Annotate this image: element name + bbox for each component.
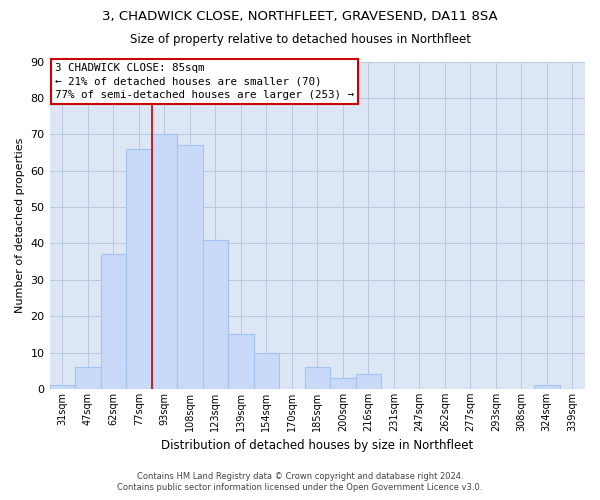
Bar [254, 352, 279, 389]
X-axis label: Distribution of detached houses by size in Northfleet: Distribution of detached houses by size … [161, 440, 473, 452]
Bar [330, 378, 356, 389]
Bar [152, 134, 177, 389]
Text: 3 CHADWICK CLOSE: 85sqm
← 21% of detached houses are smaller (70)
77% of semi-de: 3 CHADWICK CLOSE: 85sqm ← 21% of detache… [55, 63, 354, 100]
Bar [50, 386, 75, 389]
Text: 3, CHADWICK CLOSE, NORTHFLEET, GRAVESEND, DA11 8SA: 3, CHADWICK CLOSE, NORTHFLEET, GRAVESEND… [102, 10, 498, 23]
Bar [75, 367, 101, 389]
Bar [177, 145, 203, 389]
Bar [203, 240, 228, 389]
Bar [305, 367, 330, 389]
Text: Contains HM Land Registry data © Crown copyright and database right 2024.
Contai: Contains HM Land Registry data © Crown c… [118, 472, 482, 492]
Bar [228, 334, 254, 389]
Bar [126, 149, 152, 389]
Text: Size of property relative to detached houses in Northfleet: Size of property relative to detached ho… [130, 32, 470, 46]
Bar [534, 386, 560, 389]
Bar [356, 374, 381, 389]
Y-axis label: Number of detached properties: Number of detached properties [15, 138, 25, 313]
Bar [101, 254, 126, 389]
